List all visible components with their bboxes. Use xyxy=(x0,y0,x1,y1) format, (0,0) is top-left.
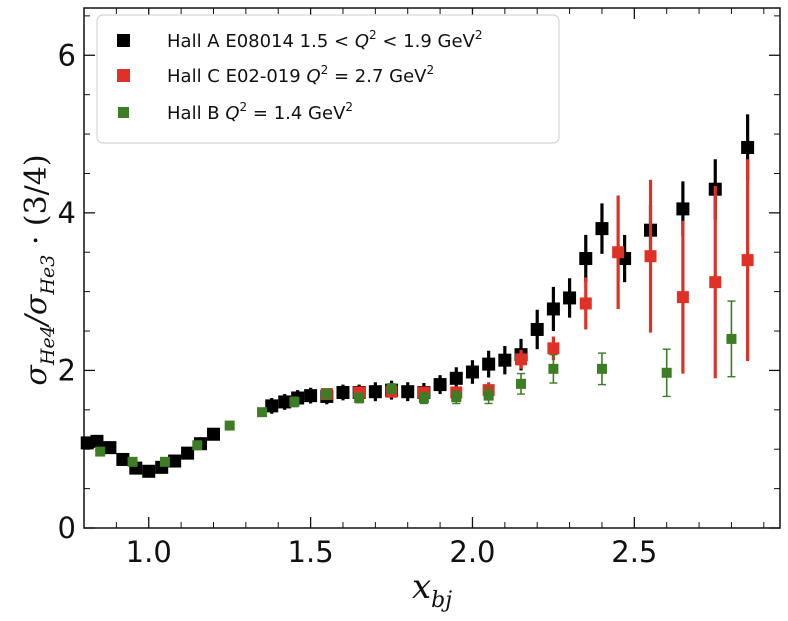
data-point xyxy=(289,396,300,407)
data-point xyxy=(547,342,560,355)
y-tick-label: 0 xyxy=(58,511,76,545)
data-point xyxy=(563,291,577,305)
data-point xyxy=(192,440,203,451)
data-point xyxy=(676,202,690,216)
x-tick-label: 1.5 xyxy=(288,535,334,569)
data-point xyxy=(336,385,350,399)
legend-marker-hall-a xyxy=(117,34,130,47)
data-point xyxy=(449,371,463,385)
data-point xyxy=(661,367,672,378)
x-tick-label: 2.0 xyxy=(449,535,495,569)
data-point xyxy=(401,385,415,399)
data-point xyxy=(546,302,560,316)
data-point xyxy=(548,363,559,374)
plot-frame xyxy=(83,7,781,529)
y-tick-label: 6 xyxy=(58,38,76,72)
data-point xyxy=(224,420,235,431)
legend: Hall A E08014 1.5 < Q2 < 1.9 GeV2 Hall C… xyxy=(96,14,560,144)
data-point xyxy=(515,353,528,366)
x-tick-label: 2.5 xyxy=(611,535,657,569)
data-point xyxy=(726,333,737,344)
data-point xyxy=(206,427,220,441)
x-axis-label: xbj xyxy=(412,567,452,613)
legend-label-hall-a: Hall A E08014 1.5 < Q2 < 1.9 GeV2 xyxy=(167,28,483,52)
y-tick-label: 4 xyxy=(58,196,76,230)
data-point xyxy=(433,378,447,392)
y-tick-label: 2 xyxy=(58,353,76,387)
data-point xyxy=(676,291,689,304)
data-point xyxy=(278,395,292,409)
legend-label-hall-b: Hall B Q2 = 1.4 GeV2 xyxy=(167,100,353,124)
x-tick-label: 1.0 xyxy=(126,535,172,569)
data-point xyxy=(579,297,592,310)
data-point xyxy=(142,464,156,478)
data-series xyxy=(80,114,755,478)
legend-box xyxy=(96,14,560,144)
data-point xyxy=(530,322,544,336)
series-hall-a-e08014 xyxy=(80,114,755,478)
data-point xyxy=(741,254,754,267)
legend-marker-hall-b xyxy=(118,107,129,118)
data-point xyxy=(95,446,106,457)
data-point xyxy=(612,246,625,259)
data-point xyxy=(321,389,332,400)
data-point xyxy=(498,353,512,367)
data-point xyxy=(579,252,593,266)
data-point xyxy=(709,276,722,289)
data-point xyxy=(168,454,182,468)
data-point xyxy=(483,390,494,401)
data-point xyxy=(644,250,657,263)
y-axis-label: σHe4/σHe3 · (3/4) xyxy=(19,154,59,385)
data-point xyxy=(368,385,382,399)
data-point xyxy=(595,222,609,236)
legend-marker-hall-c xyxy=(117,69,130,82)
data-point xyxy=(451,392,462,403)
data-point xyxy=(159,456,170,467)
data-point xyxy=(127,456,138,467)
data-point xyxy=(516,378,527,389)
data-point xyxy=(103,441,117,455)
data-point xyxy=(354,393,365,403)
data-point xyxy=(741,140,755,154)
data-point xyxy=(90,434,104,448)
series-hall-b xyxy=(95,300,737,467)
data-point xyxy=(257,407,268,418)
svg-text:σHe4/σHe3 · (3/4): σHe4/σHe3 · (3/4) xyxy=(19,154,59,385)
data-point xyxy=(465,365,479,379)
data-point xyxy=(596,363,607,374)
series-hall-c-e02-019 xyxy=(320,159,754,401)
axis-ticks: 1.0 1.5 2.0 2.5 0 2 4 6 xyxy=(58,8,780,569)
legend-label-hall-c: Hall C E02-019 Q2 = 2.7 GeV2 xyxy=(167,63,434,87)
data-point xyxy=(265,399,279,413)
data-point xyxy=(482,357,496,371)
data-point xyxy=(116,452,130,466)
data-point xyxy=(386,383,397,394)
data-point xyxy=(418,393,429,403)
data-point xyxy=(181,446,195,460)
data-point xyxy=(304,389,318,403)
svg-text:xbj: xbj xyxy=(412,567,452,613)
